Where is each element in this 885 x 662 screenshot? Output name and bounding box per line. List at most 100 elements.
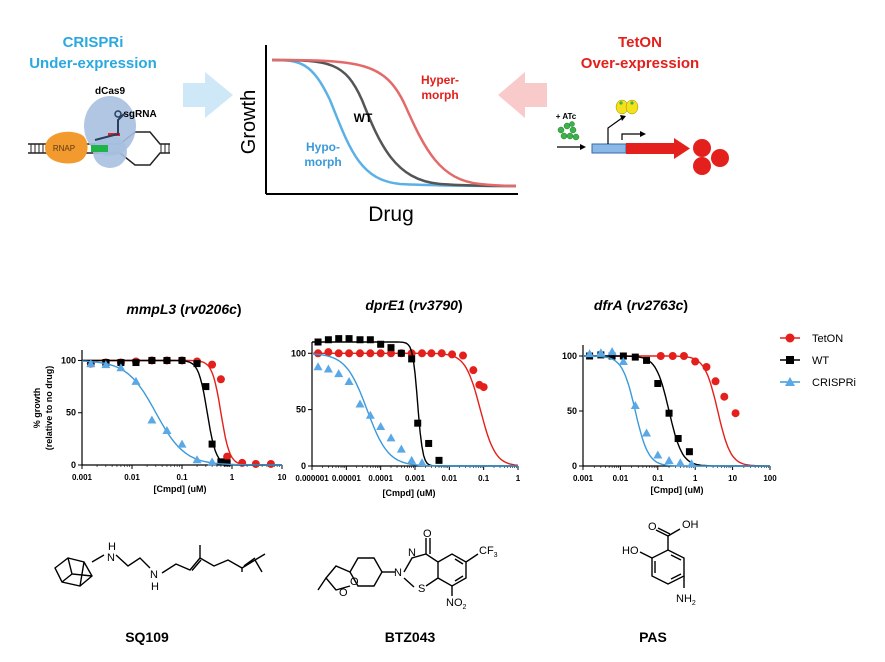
legend-wt-marker <box>786 356 794 364</box>
y-tick-label: 100 <box>61 355 76 365</box>
data-point-wt <box>132 359 140 367</box>
data-point-tet <box>334 349 343 358</box>
data-point-wt <box>163 356 171 364</box>
fit-curve-crispri <box>81 360 282 466</box>
data-point-crispri <box>162 426 172 434</box>
data-point-crispri <box>376 422 386 431</box>
data-point-crispri <box>192 455 202 464</box>
sq109-n-bot: N <box>150 569 158 581</box>
sq109-name: SQ109 <box>125 629 169 645</box>
x-tick-label: 0.0001 <box>368 474 393 483</box>
fit-curve-wt <box>583 355 770 467</box>
x-tick-label: 10 <box>278 473 287 482</box>
data-point-tet <box>720 392 729 401</box>
rnap-label: RNAP <box>53 144 75 153</box>
y-tick-label: 100 <box>562 351 577 361</box>
data-point-wt <box>223 459 231 467</box>
data-point-wt <box>435 456 443 464</box>
data-point-wt <box>202 383 210 391</box>
tet-subtitle: Over-expression <box>581 55 699 72</box>
schematic-label-hyper-2: morph <box>421 88 458 102</box>
chart-1-title: mmpL3 (rv0206c) <box>126 301 241 317</box>
data-point-tet <box>251 459 260 468</box>
data-point-wt <box>643 356 651 364</box>
btz-cf3: CF3 <box>479 545 498 559</box>
data-point-wt <box>631 353 639 361</box>
data-point-tet <box>314 349 323 358</box>
chart-1-ylabel-1: % growth <box>32 388 42 429</box>
x-tick-label: 0.1 <box>176 473 188 482</box>
data-point-crispri <box>101 360 111 369</box>
data-point-tet <box>711 377 720 386</box>
data-point-crispri <box>687 459 697 468</box>
x-tick-label: 100 <box>763 474 777 483</box>
data-point-crispri <box>365 410 375 419</box>
data-point-crispri <box>116 363 126 372</box>
btz043-name: BTZ043 <box>385 629 436 645</box>
data-point-tet <box>479 383 488 392</box>
data-point-wt <box>674 435 682 442</box>
data-point-crispri <box>630 401 640 409</box>
dose-response-schematic <box>265 45 518 195</box>
btz-o-top: O <box>423 528 432 540</box>
chart-dfra: 0 50 100 0.001 0.01 0.1 1 10 100 <box>562 345 777 483</box>
chart-1-ylabel-2: (relative to no drug) <box>44 366 54 451</box>
data-point-tet <box>679 352 688 360</box>
legend: TetON WT CRISPRi <box>780 333 856 389</box>
chart-3-xlabel: [Cmpd] (uM) <box>651 485 704 495</box>
crispri-subtitle: Under-expression <box>29 55 157 72</box>
y-tick-label: 50 <box>567 406 577 416</box>
compound-structures: H N N H O N N S CF3 NO2 O O <box>54 519 699 645</box>
btz043-structure <box>317 538 479 596</box>
dcas9-label: dCas9 <box>95 86 125 97</box>
atc-label: + ATc <box>556 112 577 121</box>
data-point-tet <box>216 375 225 384</box>
data-point-crispri <box>86 359 96 368</box>
y-tick-label: 50 <box>296 405 306 415</box>
pas-oh-acid: OH <box>682 519 699 531</box>
data-point-tet <box>376 349 385 358</box>
pas-name: PAS <box>639 629 667 645</box>
data-point-tet <box>668 352 677 360</box>
data-point-wt <box>117 359 125 367</box>
data-point-tet <box>458 351 467 360</box>
data-point-tet <box>324 348 333 357</box>
data-point-crispri <box>618 357 628 365</box>
schematic-label-hypo-1: Hypo- <box>306 140 340 154</box>
sq109-h-bot: H <box>151 581 159 593</box>
y-tick-label: 0 <box>71 460 76 470</box>
btz-n1: N <box>408 547 416 559</box>
pas-structure <box>639 527 685 588</box>
data-point-wt <box>665 409 673 417</box>
tet-title: TetON <box>618 34 662 51</box>
x-tick-label: 1 <box>516 474 521 483</box>
schematic-xlabel: Drug <box>368 203 414 226</box>
x-tick-label: 0.01 <box>124 473 140 482</box>
data-point-wt <box>148 356 156 364</box>
schematic-hypermorph-curve <box>271 58 517 188</box>
data-point-wt <box>408 355 416 363</box>
crispri-dna-diagram <box>28 96 170 168</box>
x-tick-label: 0.001 <box>573 474 594 483</box>
legend-crispri-marker <box>785 377 795 386</box>
data-point-crispri <box>642 428 652 437</box>
sq109-n-top: N <box>107 552 115 564</box>
crispri-arrow-icon <box>183 72 233 118</box>
data-point-wt <box>335 335 343 343</box>
data-point-wt <box>193 360 201 368</box>
teton-diagram <box>557 99 729 175</box>
data-point-tet <box>469 366 478 375</box>
data-point-tet <box>238 458 247 467</box>
legend-crispri-label: CRISPRi <box>812 377 856 389</box>
pas-ho: HO <box>622 545 639 557</box>
data-point-crispri <box>417 458 427 467</box>
x-tick-label: 0.01 <box>442 474 458 483</box>
data-point-wt <box>387 344 395 352</box>
data-point-crispri <box>334 369 344 378</box>
btz-s: S <box>418 583 425 595</box>
data-point-tet <box>418 349 427 358</box>
data-point-tet <box>223 452 232 461</box>
data-point-crispri <box>313 362 323 371</box>
x-tick-label: 0.01 <box>613 474 629 483</box>
data-point-crispri <box>407 455 417 464</box>
